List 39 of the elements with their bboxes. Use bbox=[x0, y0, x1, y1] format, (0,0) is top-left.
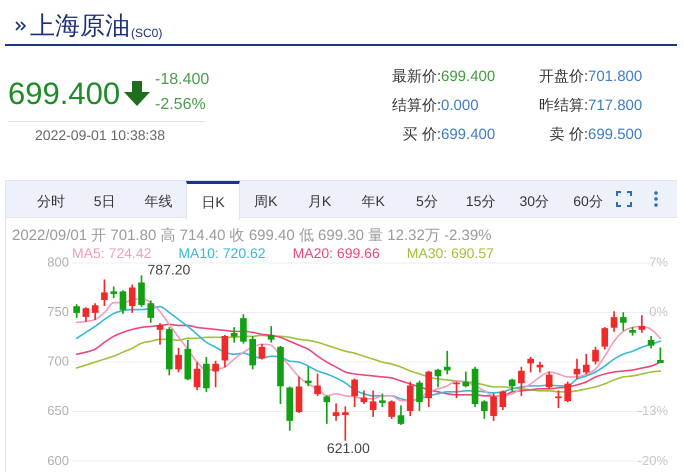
candlestick bbox=[453, 382, 460, 398]
text: MA10: 720.62 bbox=[178, 245, 266, 262]
text: 5分 bbox=[416, 192, 438, 210]
text: 卖 价:699.500 bbox=[548, 125, 642, 144]
text: 699.400 bbox=[8, 76, 120, 111]
text: 月K bbox=[308, 192, 332, 210]
text: 15分 bbox=[466, 192, 496, 210]
annotation: 621.00 bbox=[326, 440, 370, 456]
y-tick-label: 800 bbox=[47, 254, 69, 270]
text: 周K bbox=[254, 192, 278, 210]
text: MA5: 724.42 bbox=[72, 245, 152, 262]
candlestick bbox=[332, 403, 340, 421]
candlestick bbox=[555, 390, 562, 408]
annotation: 787.20 bbox=[147, 262, 191, 278]
y-tick-label: 650 bbox=[47, 403, 69, 418]
text: 昨结算:717.800 bbox=[539, 96, 642, 115]
text: -18.400 bbox=[155, 70, 210, 90]
text: 5日 bbox=[94, 192, 116, 210]
text: MA30: 690.57 bbox=[406, 245, 494, 262]
text: 30分 bbox=[520, 192, 550, 210]
text: 分时 bbox=[37, 192, 65, 210]
text: 年线 bbox=[144, 192, 172, 210]
text: 年K bbox=[362, 192, 385, 210]
text: 买 价: bbox=[402, 126, 441, 143]
text: 结算价:0.000 bbox=[392, 96, 479, 115]
text: 日K bbox=[186, 181, 240, 220]
candlestick bbox=[156, 323, 164, 345]
text: 开盘价:701.800 bbox=[539, 67, 642, 86]
text: 2022/09/01 开 701.80 高 714.40 收 699.40 低 699.30 量 12.32万 -2.39% bbox=[12, 227, 492, 245]
text: 2022-09-01 10:38:38 bbox=[35, 126, 165, 144]
text: 699.400 bbox=[441, 125, 496, 144]
text: -2.56% bbox=[155, 95, 206, 115]
chart-title: 上海原油$_{(SC0)}$ bbox=[30, 11, 162, 42]
y-tick-label: 600 bbox=[47, 452, 69, 468]
y-tick-label: 750 bbox=[47, 304, 69, 320]
text: 60分 bbox=[573, 192, 603, 210]
text: MA20: 699.66 bbox=[292, 245, 380, 262]
text: 最新价:699.400 bbox=[392, 67, 496, 86]
y-tick-label: 700 bbox=[47, 354, 69, 369]
